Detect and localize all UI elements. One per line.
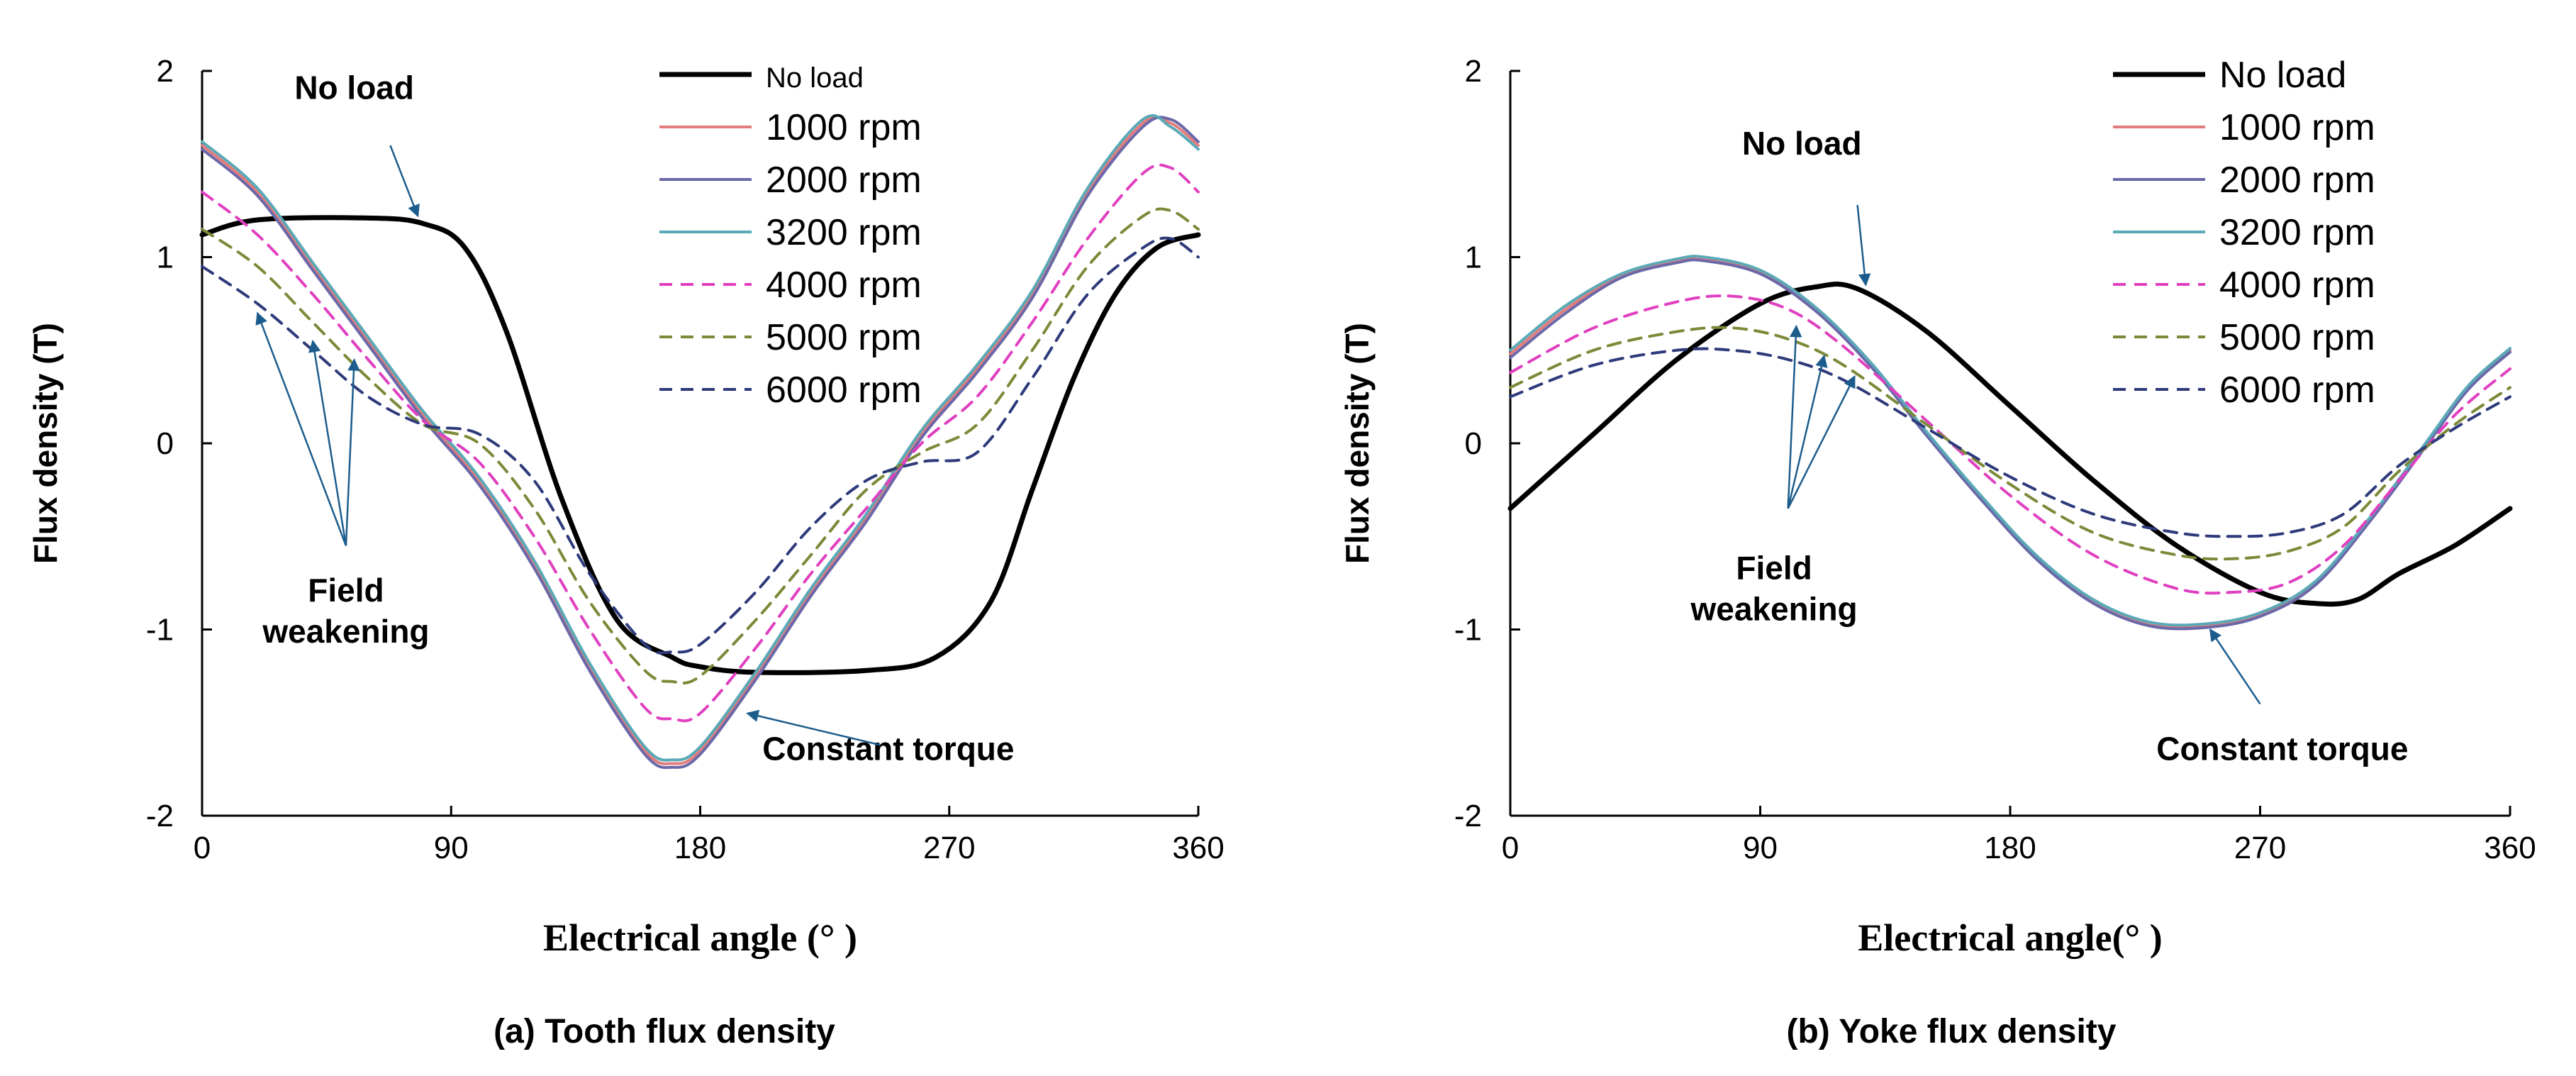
y-tick-label: 2	[1465, 54, 1482, 89]
annotation-fw-arrow	[1787, 375, 1856, 509]
y-axis-label: Flux density (T)	[27, 323, 64, 564]
annotation-noload-arrow	[1856, 204, 1871, 287]
annotation-fw-arrow	[1787, 324, 1802, 509]
annotation-ct-text: Constant torque	[2156, 730, 2408, 767]
legend-entry: No load	[2219, 55, 2346, 96]
legend-entry: 6000 rpm	[766, 370, 922, 411]
x-axis-label: Electrical angle(° )	[1858, 916, 2162, 959]
x-tick-label: 90	[1743, 831, 1778, 865]
series-line-6000-rpm	[201, 236, 1200, 655]
annotation-noload-text: No load	[1742, 125, 1862, 162]
annotation-ct-arrow	[746, 709, 881, 746]
legend-entry: 4000 rpm	[2219, 265, 2375, 306]
y-tick-label: 0	[1465, 426, 1482, 461]
x-tick-label: 0	[194, 831, 211, 865]
annotation-ct-arrow	[2209, 628, 2261, 705]
series-line-2000-rpm	[1509, 258, 2511, 631]
annotation-fw-arrow	[255, 311, 347, 546]
legend-entry: 5000 rpm	[766, 317, 922, 358]
y-tick-label: -2	[146, 799, 174, 833]
series-line-6000-rpm	[1509, 347, 2511, 538]
y-tick-label: 2	[157, 54, 174, 89]
legend-entry: 4000 rpm	[766, 265, 922, 306]
series-line-no-load	[199, 215, 1201, 675]
x-tick-label: 180	[1984, 831, 2036, 865]
series-line-3200-rpm	[1509, 255, 2511, 627]
y-tick-label: 1	[157, 240, 174, 275]
series-line-1000-rpm	[1509, 256, 2511, 628]
series-line-4000-rpm	[1509, 294, 2511, 595]
legend-entry: 5000 rpm	[2219, 317, 2375, 358]
x-tick-label: 270	[2234, 831, 2286, 865]
x-tick-label: 360	[1172, 831, 1224, 865]
annotation-fw-arrow	[1787, 354, 1828, 509]
series-line-2000-rpm	[201, 116, 1200, 770]
annotation-ct-text: Constant torque	[762, 730, 1014, 767]
legend-entry: 1000 rpm	[766, 107, 922, 148]
x-tick-label: 0	[1502, 831, 1519, 865]
x-axis-label: Electrical angle (° )	[543, 916, 857, 959]
x-tick-label: 90	[434, 831, 469, 865]
chart-caption: (a) Tooth flux density	[494, 1013, 835, 1050]
legend-entry: 1000 rpm	[2219, 107, 2375, 148]
series-line-no-load	[1507, 282, 2513, 607]
legend-entry: 3200 rpm	[766, 212, 922, 253]
annotation-noload-text: No load	[294, 69, 414, 106]
series-line-1000-rpm	[201, 116, 1200, 765]
x-tick-label: 180	[674, 831, 726, 865]
annotation-fw-text: Field	[1736, 550, 1812, 587]
annotation-fw-arrow	[308, 339, 347, 546]
annotation-fw-arrow	[345, 358, 360, 546]
annotation-fw-text: Field	[308, 572, 384, 609]
y-tick-label: -1	[1454, 613, 1482, 648]
y-axis-label: Flux density (T)	[1339, 323, 1376, 564]
legend-entry: 3200 rpm	[2219, 212, 2375, 253]
series-line-5000-rpm	[1509, 326, 2511, 561]
annotation-fw-text: weakening	[262, 613, 429, 650]
series-line-4000-rpm	[201, 163, 1200, 723]
x-tick-label: 270	[923, 831, 975, 865]
series-line-3200-rpm	[201, 113, 1200, 762]
x-tick-label: 360	[2484, 831, 2536, 865]
chart-caption: (b) Yoke flux density	[1787, 1013, 2117, 1050]
y-tick-label: -1	[146, 613, 174, 648]
y-tick-label: 1	[1465, 240, 1482, 275]
annotation-noload-arrow	[389, 145, 420, 218]
y-tick-label: 0	[157, 426, 174, 461]
legend-entry: 2000 rpm	[766, 160, 922, 201]
y-tick-label: -2	[1454, 799, 1482, 833]
annotation-fw-text: weakening	[1690, 591, 1857, 628]
series-line-5000-rpm	[201, 207, 1200, 684]
legend-entry: 6000 rpm	[2219, 370, 2375, 411]
chart-panel-a: 2 1 0 -1 -2 0 90 180 270 360 No load 1000 rpm 2000 r…	[27, 54, 1225, 1050]
chart-panel-b: 2 1 0 -1 -2 0 90 180 270 360 No load 1000 rpm 2000 r…	[1339, 54, 2536, 1050]
legend-entry: No load	[766, 62, 864, 94]
legend-entry: 2000 rpm	[2219, 160, 2375, 201]
